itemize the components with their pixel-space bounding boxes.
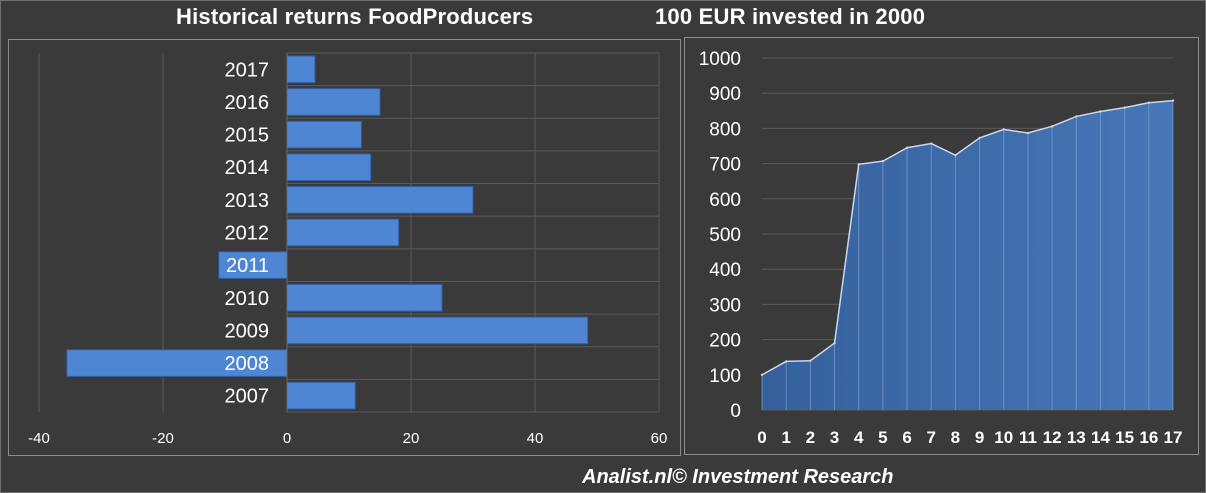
area-point-14: [1099, 110, 1102, 113]
bar-category-label: 2010: [225, 288, 270, 310]
bar-2014: [286, 153, 372, 182]
bar-x-tick-label: 20: [403, 430, 420, 447]
area-y-tick-label: 0: [730, 401, 741, 422]
area-y-tick-label: 800: [709, 119, 741, 140]
area-y-tick-label: 100: [709, 366, 741, 387]
area-point-9: [978, 136, 981, 140]
bar-category-label: 2017: [225, 59, 270, 81]
area-point-13: [1075, 115, 1078, 118]
area-x-tick-label: 0: [757, 428, 766, 447]
area-point-6: [905, 146, 909, 149]
area-x-tick-label: 7: [927, 428, 936, 447]
area-x-tick-label: 15: [1115, 428, 1134, 447]
bar-2012: [286, 218, 400, 247]
bar-2017: [286, 55, 316, 84]
area-point-3: [833, 341, 836, 345]
area-point-12: [1050, 125, 1054, 128]
area-point-11: [1026, 131, 1030, 135]
bar-category-label: 2015: [225, 125, 270, 147]
area-point-2: [809, 359, 812, 362]
footer-credit: Analist.nl© Investment Research: [582, 466, 894, 488]
area-y-tick-label: 400: [709, 260, 741, 281]
area-point-10: [1002, 128, 1005, 131]
area-series-line: [761, 99, 1174, 376]
area-point-5: [881, 159, 885, 163]
area-x-tick-label: 4: [854, 428, 864, 447]
bar-category-label: 2008: [225, 353, 270, 375]
area-y-tick-label: 900: [709, 84, 741, 105]
bar-2015: [286, 120, 362, 149]
area-x-tick-label: 17: [1164, 428, 1183, 447]
bar-category-label: 2011: [226, 255, 269, 277]
area-x-tick-label: 2: [806, 428, 815, 447]
area-y-tick-label: 300: [709, 295, 741, 316]
bar-x-tick-label: -40: [28, 430, 50, 447]
bar-category-label: 2012: [225, 223, 270, 245]
area-point-8: [954, 153, 957, 157]
area-point-0: [760, 373, 764, 376]
bar-2009: [286, 316, 589, 345]
bar-2016: [286, 88, 381, 116]
bar-category-label: 2014: [225, 157, 270, 179]
area-x-tick-label: 16: [1139, 428, 1158, 447]
bar-category-label: 2016: [225, 92, 270, 114]
area-x-tick-label: 1: [781, 428, 790, 447]
area-x-tick-label: 5: [878, 428, 887, 447]
chart-title-left: Historical returns FoodProducers: [176, 4, 534, 29]
area-x-tick-label: 8: [951, 428, 960, 447]
area-point-7: [930, 142, 933, 145]
chart-title-right: 100 EUR invested in 2000: [655, 4, 926, 29]
bar-category-label: 2009: [225, 320, 270, 342]
area-x-tick-label: 6: [902, 428, 911, 447]
area-x-tick-label: 3: [830, 428, 839, 447]
area-x-tick-label: 11: [1019, 428, 1037, 447]
area-y-tick-label: 600: [709, 190, 741, 211]
bar-x-tick-label: -20: [152, 430, 174, 447]
area-point-1: [784, 360, 788, 363]
bar-x-tick-label: 40: [527, 430, 544, 447]
bar-2010: [286, 283, 443, 312]
area-point-15: [1123, 106, 1126, 109]
area-x-tick-label: 10: [994, 428, 1013, 447]
area-point-4: [857, 163, 860, 166]
area-y-tick-label: 500: [709, 225, 741, 246]
bar-category-label: 2007: [225, 386, 270, 408]
area-point-16: [1147, 101, 1151, 104]
area-x-tick-label: 13: [1067, 428, 1086, 447]
area-fill: [762, 100, 1173, 410]
area-x-tick-label: 9: [975, 428, 984, 447]
bar-category-label: 2013: [225, 190, 270, 212]
area-y-tick-label: 200: [709, 331, 741, 352]
bar-x-tick-label: 60: [651, 430, 668, 447]
area-y-tick-label: 700: [709, 155, 741, 176]
area-x-tick-label: 12: [1043, 428, 1062, 447]
area-x-tick-label: 14: [1091, 428, 1110, 447]
bar-2007: [286, 381, 356, 410]
bar-2013: [286, 186, 474, 214]
area-point-17: [1171, 99, 1175, 102]
bar-x-tick-label: 0: [283, 430, 291, 447]
area-y-tick-label: 1000: [699, 49, 741, 70]
